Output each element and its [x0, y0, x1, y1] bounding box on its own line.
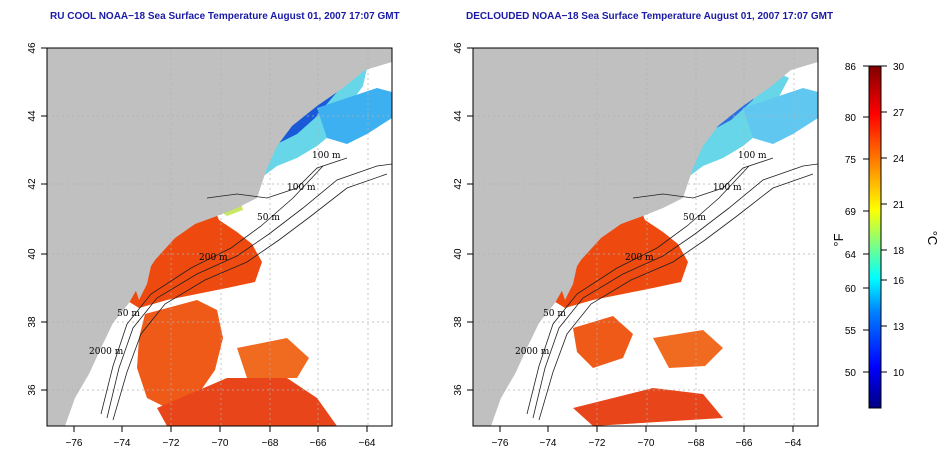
- contour-label: 100 m: [738, 151, 767, 161]
- colorbar-c-tick: 21: [893, 200, 905, 211]
- lon-tick-label: −64: [785, 438, 802, 449]
- panel-right-map: 100 m 100 m 50 m 200 m 50 m 2000 m: [472, 47, 819, 427]
- lat-tick-label: 36: [453, 384, 464, 396]
- lon-tick-label: −76: [492, 438, 509, 449]
- colorbar-f-tick: 69: [845, 207, 857, 218]
- sst-warm-patch: [653, 330, 723, 368]
- left-lat-axis: 36 38 40 42 44 46: [27, 42, 47, 396]
- panel-left-graticule: [47, 48, 392, 426]
- contour-label: 50 m: [683, 213, 706, 223]
- contour-label: 2000 m: [89, 347, 124, 357]
- colorbar-f-tick: 75: [845, 155, 857, 166]
- lat-tick-label: 40: [27, 248, 38, 260]
- panel-left-contour-labels: 100 m 100 m 50 m 200 m 50 m 2000 m: [89, 151, 341, 357]
- panel-right-graticule: [473, 48, 818, 426]
- lat-tick-label: 38: [27, 316, 38, 328]
- colorbar-c-tick: 27: [893, 108, 905, 119]
- right-lon-axis: −76 −74 −72 −70 −68 −66 −64: [492, 426, 802, 449]
- lat-tick-label: 40: [453, 248, 464, 260]
- colorbar-c-tick: 10: [893, 368, 905, 379]
- colorbar-celsius-label: °C: [925, 231, 940, 246]
- lon-tick-label: −70: [638, 438, 655, 449]
- sst-warm-slope: [137, 300, 223, 408]
- lon-tick-label: −68: [262, 438, 279, 449]
- lon-tick-label: −74: [114, 438, 131, 449]
- lat-tick-label: 36: [27, 384, 38, 396]
- colorbar-c-tick: 18: [893, 246, 905, 257]
- lon-tick-label: −70: [212, 438, 229, 449]
- panel-right-isobaths: [526, 157, 818, 421]
- contour-label: 50 m: [117, 309, 140, 319]
- colorbar: 86 80 75 69 64 60 55 50 30 27 24 21 18 1…: [831, 62, 940, 409]
- panel-left-map: 100 m 100 m 50 m 200 m 50 m 2000 m: [46, 47, 393, 427]
- panel-left-title: RU COOL NOAA−18 Sea Surface Temperature …: [50, 11, 400, 22]
- lat-tick-label: 44: [27, 110, 38, 122]
- colorbar-f-tick: 64: [845, 250, 857, 261]
- lon-tick-label: −74: [540, 438, 557, 449]
- panel-left-plot: 100 m 100 m 50 m 200 m 50 m 2000 m: [47, 48, 392, 426]
- lon-tick-label: −76: [66, 438, 83, 449]
- colorbar-gradient: [868, 65, 882, 409]
- contour-label: 100 m: [713, 183, 742, 193]
- colorbar-f-tick: 86: [845, 62, 857, 73]
- lon-tick-label: −66: [310, 438, 327, 449]
- colorbar-f-tick: 55: [845, 326, 857, 337]
- lat-tick-label: 42: [27, 178, 38, 190]
- panel-right-contour-labels: 100 m 100 m 50 m 200 m 50 m 2000 m: [515, 151, 767, 357]
- contour-label: 2000 m: [515, 347, 550, 357]
- colorbar-fahrenheit-label: °F: [831, 233, 846, 246]
- contour-label: 200 m: [625, 253, 654, 263]
- right-lat-axis: 36 38 40 42 44 46: [453, 42, 473, 396]
- lon-tick-label: −66: [736, 438, 753, 449]
- contour-label: 100 m: [287, 183, 316, 193]
- panel-left-isobaths: [100, 157, 392, 421]
- contour-label: 50 m: [257, 213, 280, 223]
- contour-label: 100 m: [312, 151, 341, 161]
- colorbar-f-tick: 60: [845, 284, 857, 295]
- lat-tick-label: 46: [27, 42, 38, 54]
- lon-tick-label: −64: [359, 438, 376, 449]
- lon-tick-label: −68: [688, 438, 705, 449]
- colorbar-c-tick: 16: [893, 276, 905, 287]
- lat-tick-label: 42: [453, 178, 464, 190]
- lat-tick-label: 44: [453, 110, 464, 122]
- sst-warm-offshore: [573, 388, 723, 426]
- sst-scotian-shelf: [317, 88, 392, 144]
- contour-label: 200 m: [199, 253, 228, 263]
- panel-right-title: DECLOUDED NOAA−18 Sea Surface Temperatur…: [466, 11, 834, 22]
- left-lon-axis: −76 −74 −72 −70 −68 −66 −64: [66, 426, 376, 449]
- colorbar-c-tick: 24: [893, 154, 905, 165]
- lon-tick-label: −72: [163, 438, 180, 449]
- colorbar-f-tick: 50: [845, 368, 857, 379]
- lat-tick-label: 38: [453, 316, 464, 328]
- contour-label: 50 m: [543, 309, 566, 319]
- colorbar-c-tick: 30: [893, 62, 905, 73]
- sst-warm-patch: [237, 338, 309, 378]
- sst-scotian-shelf: [743, 88, 818, 144]
- sst-warm-slope: [573, 316, 633, 368]
- colorbar-f-tick: 80: [845, 113, 857, 124]
- colorbar-c-tick: 13: [893, 322, 905, 333]
- lon-tick-label: −72: [589, 438, 606, 449]
- lat-tick-label: 46: [453, 42, 464, 54]
- panel-right-plot: 100 m 100 m 50 m 200 m 50 m 2000 m: [473, 48, 818, 426]
